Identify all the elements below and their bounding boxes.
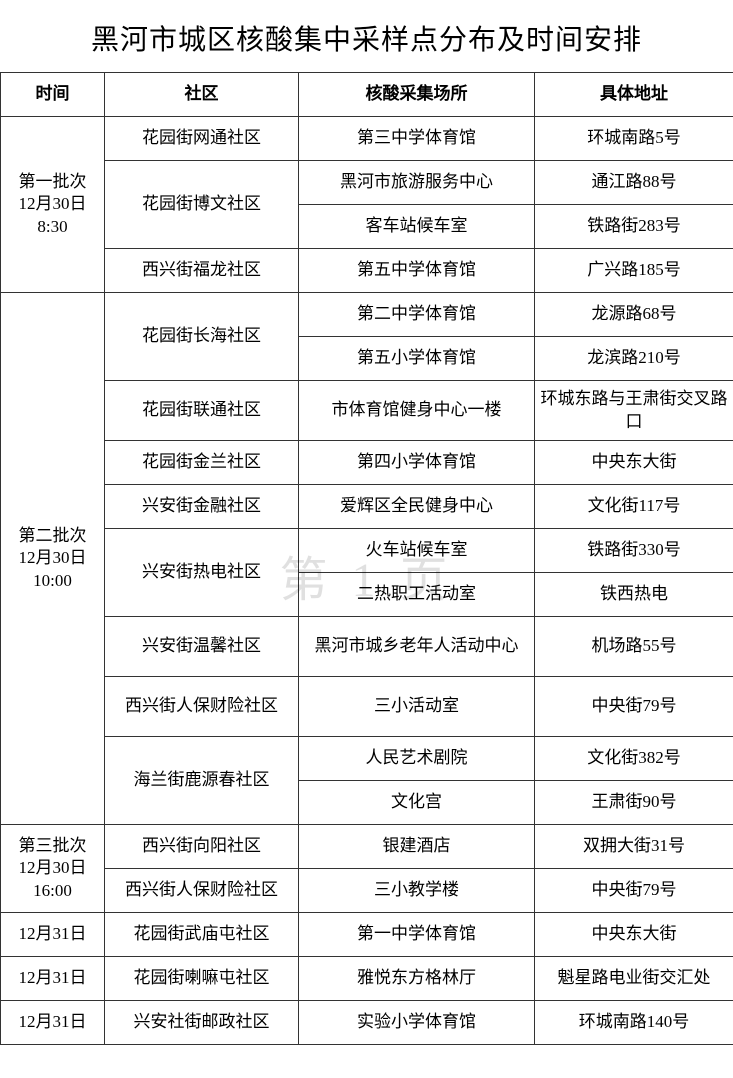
cell-location: 第四小学体育馆 (299, 441, 535, 485)
cell-address: 铁路街330号 (535, 529, 733, 573)
cell-address: 中央街79号 (535, 869, 733, 913)
cell-location: 第三中学体育馆 (299, 117, 535, 161)
cell-location: 黑河市旅游服务中心 (299, 161, 535, 205)
cell-address: 中央东大街 (535, 913, 733, 957)
table-row: 花园街金兰社区第四小学体育馆中央东大街 (1, 441, 733, 485)
table-header-row: 时间 社区 核酸采集场所 具体地址 (1, 73, 733, 117)
table-row: 第三批次12月30日16:00西兴街向阳社区银建酒店双拥大街31号 (1, 825, 733, 869)
cell-time: 12月31日 (1, 913, 105, 957)
table-row: 12月31日花园街武庙屯社区第一中学体育馆中央东大街 (1, 913, 733, 957)
cell-address: 龙滨路210号 (535, 337, 733, 381)
table-row: 兴安街温馨社区黑河市城乡老年人活动中心机场路55号 (1, 617, 733, 677)
header-location: 核酸采集场所 (299, 73, 535, 117)
cell-community: 兴安社街邮政社区 (105, 1001, 299, 1045)
table-row: 海兰街鹿源春社区人民艺术剧院文化街382号 (1, 737, 733, 781)
cell-location: 第二中学体育馆 (299, 293, 535, 337)
table-row: 兴安街金融社区爱辉区全民健身中心文化街117号 (1, 485, 733, 529)
cell-address: 机场路55号 (535, 617, 733, 677)
cell-address: 广兴路185号 (535, 249, 733, 293)
cell-community: 花园街长海社区 (105, 293, 299, 381)
schedule-table: 时间 社区 核酸采集场所 具体地址 第一批次12月30日8:30花园街网通社区第… (0, 72, 733, 1045)
cell-location: 火车站候车室 (299, 529, 535, 573)
cell-address: 双拥大街31号 (535, 825, 733, 869)
cell-community: 西兴街人保财险社区 (105, 869, 299, 913)
cell-location: 人民艺术剧院 (299, 737, 535, 781)
header-community: 社区 (105, 73, 299, 117)
cell-location: 客车站候车室 (299, 205, 535, 249)
cell-time: 第二批次12月30日10:00 (1, 293, 105, 825)
cell-location: 银建酒店 (299, 825, 535, 869)
cell-address: 龙源路68号 (535, 293, 733, 337)
cell-location: 第一中学体育馆 (299, 913, 535, 957)
table-row: 12月31日花园街喇嘛屯社区雅悦东方格林厅魁星路电业街交汇处 (1, 957, 733, 1001)
cell-location: 三小活动室 (299, 677, 535, 737)
table-row: 花园街博文社区黑河市旅游服务中心通江路88号 (1, 161, 733, 205)
cell-community: 花园街金兰社区 (105, 441, 299, 485)
header-time: 时间 (1, 73, 105, 117)
cell-community: 花园街联通社区 (105, 381, 299, 441)
cell-community: 花园街喇嘛屯社区 (105, 957, 299, 1001)
cell-community: 花园街博文社区 (105, 161, 299, 249)
cell-address: 铁西热电 (535, 573, 733, 617)
cell-community: 兴安街热电社区 (105, 529, 299, 617)
cell-address: 环城东路与王肃街交叉路口 (535, 381, 733, 441)
table-row: 第二批次12月30日10:00花园街长海社区第二中学体育馆龙源路68号 (1, 293, 733, 337)
table-row: 12月31日兴安社街邮政社区实验小学体育馆环城南路140号 (1, 1001, 733, 1045)
page-title: 黑河市城区核酸集中采样点分布及时间安排 (0, 0, 733, 72)
table-row: 西兴街人保财险社区三小活动室中央街79号 (1, 677, 733, 737)
cell-location: 三小教学楼 (299, 869, 535, 913)
cell-location: 第五小学体育馆 (299, 337, 535, 381)
cell-address: 铁路街283号 (535, 205, 733, 249)
cell-community: 西兴街向阳社区 (105, 825, 299, 869)
cell-address: 魁星路电业街交汇处 (535, 957, 733, 1001)
cell-time: 12月31日 (1, 1001, 105, 1045)
cell-community: 海兰街鹿源春社区 (105, 737, 299, 825)
cell-location: 黑河市城乡老年人活动中心 (299, 617, 535, 677)
cell-address: 王肃街90号 (535, 781, 733, 825)
cell-address: 环城南路5号 (535, 117, 733, 161)
table-row: 西兴街人保财险社区三小教学楼中央街79号 (1, 869, 733, 913)
cell-location: 雅悦东方格林厅 (299, 957, 535, 1001)
table-row: 花园街联通社区市体育馆健身中心一楼环城东路与王肃街交叉路口 (1, 381, 733, 441)
cell-location: 二热职工活动室 (299, 573, 535, 617)
cell-address: 通江路88号 (535, 161, 733, 205)
cell-community: 花园街武庙屯社区 (105, 913, 299, 957)
cell-community: 兴安街温馨社区 (105, 617, 299, 677)
table-row: 第一批次12月30日8:30花园街网通社区第三中学体育馆环城南路5号 (1, 117, 733, 161)
cell-community: 西兴街人保财险社区 (105, 677, 299, 737)
table-row: 兴安街热电社区火车站候车室铁路街330号 (1, 529, 733, 573)
cell-time: 第三批次12月30日16:00 (1, 825, 105, 913)
cell-address: 文化街382号 (535, 737, 733, 781)
header-address: 具体地址 (535, 73, 733, 117)
cell-community: 西兴街福龙社区 (105, 249, 299, 293)
cell-time: 12月31日 (1, 957, 105, 1001)
cell-location: 实验小学体育馆 (299, 1001, 535, 1045)
table-row: 西兴街福龙社区第五中学体育馆广兴路185号 (1, 249, 733, 293)
cell-location: 第五中学体育馆 (299, 249, 535, 293)
cell-location: 市体育馆健身中心一楼 (299, 381, 535, 441)
cell-address: 环城南路140号 (535, 1001, 733, 1045)
cell-community: 兴安街金融社区 (105, 485, 299, 529)
cell-address: 文化街117号 (535, 485, 733, 529)
cell-address: 中央东大街 (535, 441, 733, 485)
cell-location: 爱辉区全民健身中心 (299, 485, 535, 529)
cell-address: 中央街79号 (535, 677, 733, 737)
cell-community: 花园街网通社区 (105, 117, 299, 161)
cell-time: 第一批次12月30日8:30 (1, 117, 105, 293)
cell-location: 文化宫 (299, 781, 535, 825)
